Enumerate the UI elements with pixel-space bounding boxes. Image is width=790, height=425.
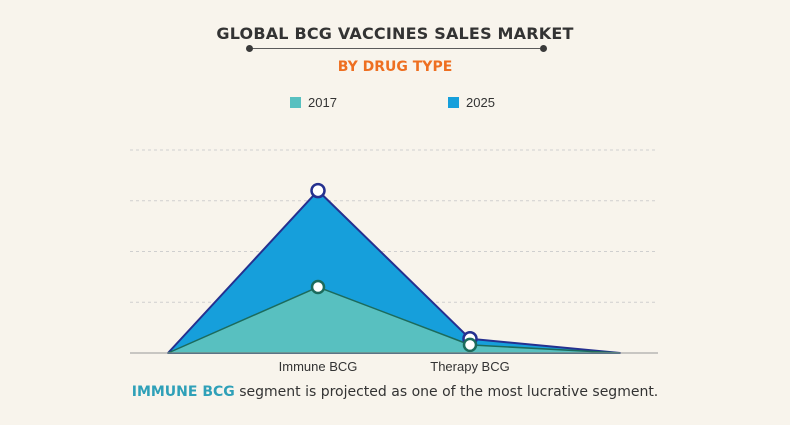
caption-text: segment is projected as one of the most … [234, 384, 659, 400]
point-2017-2 [462, 337, 478, 353]
x-tick-label: Therapy BCG [430, 359, 509, 374]
x-tick-label: Immune BCG [279, 359, 358, 374]
title-underline-right-dot [540, 45, 547, 52]
point-2017-1 [310, 279, 326, 295]
point-2025-1 [310, 182, 326, 199]
title-underline-left-dot [246, 45, 253, 52]
chart-subtitle: BY DRUG TYPE [337, 59, 453, 75]
legend-label-2017: 2017 [308, 95, 337, 110]
legend-swatch-2017 [290, 97, 301, 108]
title-underline [250, 48, 540, 49]
caption-highlight: IMMUNE BCG [131, 384, 235, 400]
chart-title: GLOBAL BCG VACCINES SALES MARKET [216, 24, 574, 43]
legend-label-2025: 2025 [466, 95, 495, 110]
legend-item-2017: 2017 [290, 95, 337, 110]
legend-swatch-2025 [448, 97, 459, 108]
chart-caption: IMMUNE BCG segment is projected as one o… [0, 384, 790, 400]
legend-item-2025: 2025 [448, 95, 495, 110]
